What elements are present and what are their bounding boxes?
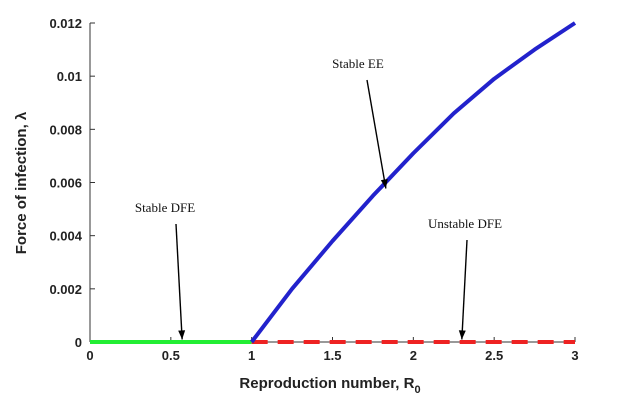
y-tick-label-4: 0.008 bbox=[49, 122, 82, 137]
y-tick-label-3: 0.006 bbox=[49, 176, 82, 191]
y-tick-label-6: 0.012 bbox=[49, 16, 82, 31]
y-tick-label-5: 0.01 bbox=[57, 69, 82, 84]
annotation-label-1: Stable DFE bbox=[135, 200, 195, 215]
x-tick-label-0: 0 bbox=[86, 348, 93, 363]
annotation-arrow-1 bbox=[175, 223, 183, 340]
annotation-arrow-0 bbox=[366, 79, 387, 189]
annotation-arrowhead-1 bbox=[178, 330, 186, 340]
series-group bbox=[90, 21, 577, 344]
annotation-arrow-2 bbox=[461, 239, 468, 340]
axes: 0 0.5 1 1.5 2 2.5 3 0 0.002 0.004 0.006 0.008 0.01 0.… bbox=[49, 16, 578, 363]
annotation-arrowhead-0 bbox=[380, 179, 388, 189]
annotation-arrowhead-2 bbox=[458, 330, 466, 340]
x-axis-label-subscript: 0 bbox=[414, 384, 420, 396]
annotations-group: Stable EE Stable DFE Unstable DFE bbox=[135, 56, 502, 340]
annotation-label-0: Stable EE bbox=[332, 56, 384, 71]
y-tick-label-2: 0.004 bbox=[49, 229, 82, 244]
annotation-label-2: Unstable DFE bbox=[428, 216, 502, 231]
y-axis-label: Force of infection, λ bbox=[13, 111, 30, 254]
x-tick-label-3: 1.5 bbox=[323, 348, 341, 363]
x-tick-label-5: 2.5 bbox=[485, 348, 503, 363]
x-tick-label-2: 1 bbox=[248, 348, 255, 363]
x-tick-label-6: 3 bbox=[571, 348, 578, 363]
x-tick-label-4: 2 bbox=[410, 348, 417, 363]
x-tick-label-1: 0.5 bbox=[162, 348, 180, 363]
x-axis-label: Reproduction number, R0 bbox=[239, 375, 420, 396]
y-tick-label-1: 0.002 bbox=[49, 282, 82, 297]
y-tick-label-0: 0 bbox=[75, 335, 82, 350]
series-ee-stable bbox=[250, 21, 577, 344]
